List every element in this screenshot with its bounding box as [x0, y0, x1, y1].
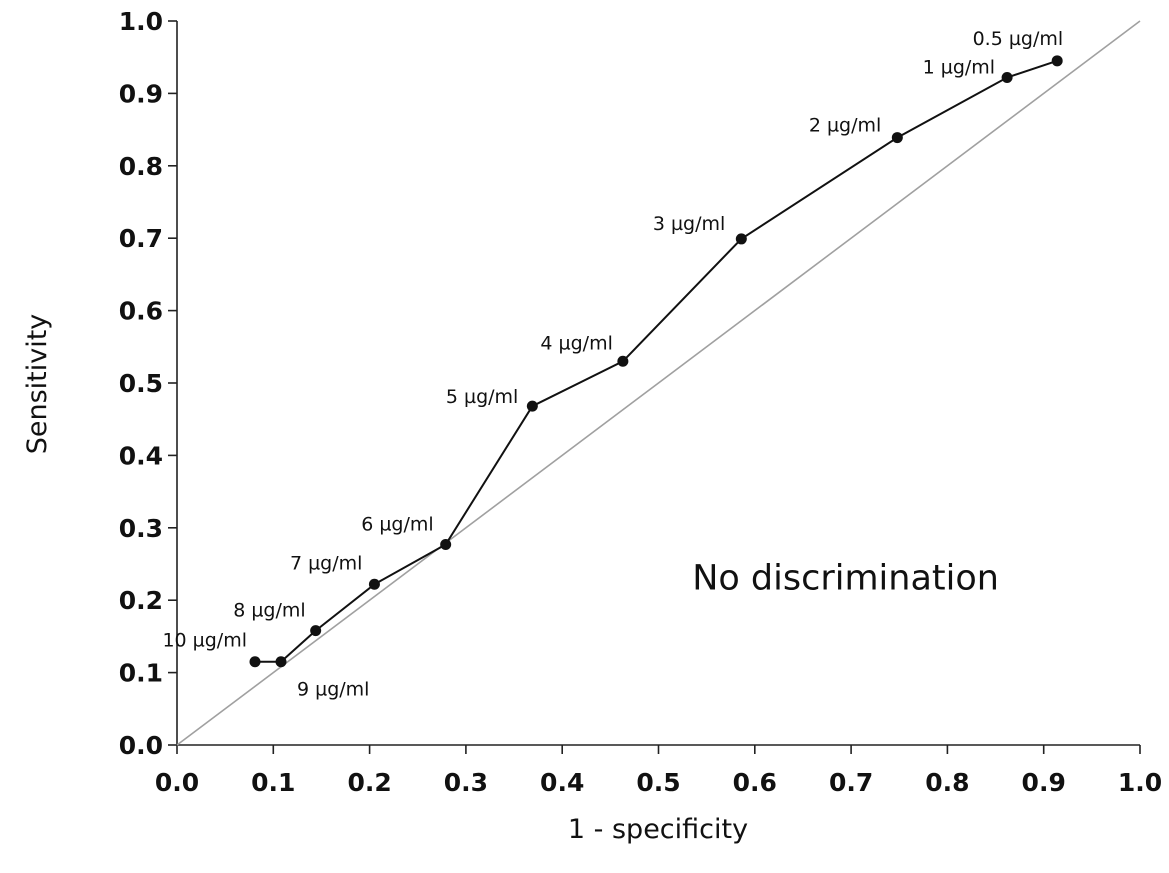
y-tick-label: 1.0 [119, 7, 163, 36]
reference-diagonal-line [176, 20, 1141, 746]
point-label: 8 µg/ml [233, 600, 305, 622]
point-label: 4 µg/ml [540, 332, 612, 354]
roc-point [735, 233, 747, 245]
point-label: 3 µg/ml [653, 213, 725, 235]
point-label: 6 µg/ml [361, 513, 433, 535]
x-tick-label: 0.4 [540, 768, 584, 797]
point-label: 5 µg/ml [446, 386, 518, 408]
x-tick-label: 1.0 [1118, 768, 1162, 797]
y-tick-label: 0.4 [119, 441, 163, 470]
point-label: 10 µg/ml [162, 630, 247, 652]
reference-line-group [176, 20, 1141, 746]
roc-point [617, 355, 629, 367]
y-tick-label: 0.0 [119, 731, 163, 760]
y-tick-label: 0.5 [119, 369, 163, 398]
x-tick-label: 0.8 [925, 768, 969, 797]
point-label: 2 µg/ml [809, 115, 881, 137]
x-tick-label: 0.5 [636, 768, 680, 797]
no-discrimination-annotation: No discrimination [692, 558, 999, 598]
roc-point [249, 656, 261, 668]
roc-point [1001, 71, 1013, 83]
axes: 0.0 0.1 0.2 0.3 0.4 0.5 0.6 0.7 0.8 0.9 1.0 0.0 0.1 0… [119, 7, 1162, 797]
x-tick-label: 0.6 [733, 768, 777, 797]
point-label: 9 µg/ml [297, 679, 369, 701]
roc-point [310, 625, 322, 637]
y-tick-label: 0.7 [119, 224, 163, 253]
x-tick-label: 0.1 [251, 768, 295, 797]
y-tick-label: 0.1 [119, 659, 163, 688]
y-tick-label: 0.2 [119, 586, 163, 615]
roc-point [1051, 55, 1063, 67]
roc-point [275, 656, 287, 668]
point-label: 7 µg/ml [290, 552, 362, 574]
series-group [249, 55, 1063, 668]
roc-point [526, 400, 538, 412]
roc-point [368, 578, 380, 590]
point-label: 0.5 µg/ml [973, 28, 1064, 50]
y-tick-label: 0.9 [119, 79, 163, 108]
y-tick-label: 0.3 [119, 514, 163, 543]
point-labels-group: 10 µg/ml 9 µg/ml 8 µg/ml 7 µg/ml 6 µg/ml 5 µg… [162, 28, 1063, 701]
y-tick-label: 0.8 [119, 152, 163, 181]
roc-point [440, 538, 452, 550]
roc-point [891, 132, 903, 144]
y-axis-title: Sensitivity [22, 314, 53, 455]
x-tick-label: 0.2 [347, 768, 391, 797]
y-tick-label: 0.6 [119, 297, 163, 326]
x-tick-label: 0.7 [829, 768, 873, 797]
x-axis-title: 1 - specificity [568, 814, 748, 845]
x-tick-label: 0.0 [155, 768, 199, 797]
point-label: 1 µg/ml [923, 56, 995, 78]
x-tick-label: 0.9 [1022, 768, 1066, 797]
x-tick-label: 0.3 [444, 768, 488, 797]
